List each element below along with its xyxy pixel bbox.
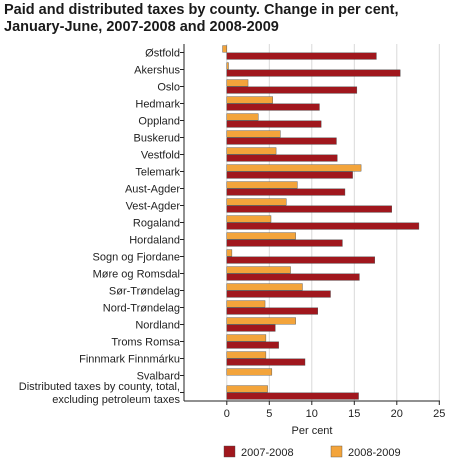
bar-2008-2009-Telemark <box>226 164 362 172</box>
axes <box>180 44 440 405</box>
category-label: Telemark <box>135 167 180 179</box>
legend-label-2008-2009: 2008-2009 <box>348 447 401 459</box>
bar-2007-2008-Oppland <box>226 120 322 128</box>
legend-swatch-2008-2009 <box>330 445 343 458</box>
chart-title-line-2: January-June, 2007-2008 and 2008-2009 <box>4 19 279 35</box>
bars <box>222 45 420 400</box>
x-tick-label: 10 <box>306 408 318 420</box>
bar-2008-2009-Vest-Agder <box>226 198 287 206</box>
category-label-line: excluding petroleum taxes <box>52 394 180 406</box>
legend: 2007-2008 2008-2009 <box>223 445 401 459</box>
bar-2007-2008-Aust-Agder <box>226 188 346 196</box>
bar-2007-2008-Telemark <box>226 171 353 179</box>
bar-2008-2009-Møre og Romsdal <box>226 266 291 274</box>
bar-2007-2008-Oslo <box>226 86 358 94</box>
bar-2008-2009-Finnmark Finnmárku <box>226 351 267 359</box>
bar-2008-2009-Distributed taxes by county, total, excluding petroleum taxes <box>226 385 268 393</box>
category-label: Buskerud <box>134 133 180 145</box>
bar-2007-2008-Distributed taxes by county, total, excluding petroleum taxes <box>226 392 359 400</box>
category-labels: Østfold Akershus Oslo Hedmark Oppland Buskeru… <box>19 48 181 407</box>
bar-2007-2008-Østfold <box>226 52 377 60</box>
bar-2007-2008-Vestfold <box>226 154 338 162</box>
bar-2007-2008-Hordaland <box>226 239 343 247</box>
category-label: Sogn og Fjordane <box>93 252 180 264</box>
category-label: Vestfold <box>141 150 180 162</box>
category-label: Akershus <box>134 65 180 77</box>
bar-2007-2008-Nord-Trøndelag <box>226 307 318 315</box>
category-label: Svalbard <box>137 371 180 383</box>
category-label: Aust-Agder <box>125 184 180 196</box>
category-label: Møre og Romsdal <box>93 269 180 281</box>
bar-2008-2009-Aust-Agder <box>226 181 298 189</box>
bar-2007-2008-Hedmark <box>226 103 320 111</box>
bar-2008-2009-Oppland <box>226 113 259 121</box>
bar-2007-2008-Møre og Romsdal <box>226 273 360 281</box>
bar-2008-2009-Buskerud <box>226 130 281 138</box>
category-label: Sør-Trøndelag <box>109 286 180 298</box>
bar-2008-2009-Hordaland <box>226 232 296 240</box>
x-tick-label: 5 <box>266 408 272 420</box>
category-label: Vest-Agder <box>126 201 181 213</box>
category-label: Rogaland <box>133 218 180 230</box>
category-label: Hordaland <box>129 235 180 247</box>
bar-2008-2009-Troms Romsa <box>226 334 267 342</box>
bar-2007-2008-Troms Romsa <box>226 341 279 349</box>
category-label: Hedmark <box>135 99 180 111</box>
bar-2008-2009-Nordland <box>226 317 296 325</box>
x-tick-label: 25 <box>433 408 445 420</box>
bar-2008-2009-Svalbard <box>226 368 273 376</box>
legend-label-2007-2008: 2007-2008 <box>241 447 294 459</box>
bar-2007-2008-Rogaland <box>226 222 420 230</box>
category-label: Oslo <box>157 82 180 94</box>
bar-2008-2009-Hedmark <box>226 96 273 104</box>
bar-2008-2009-Sør-Trøndelag <box>226 283 303 291</box>
grid-lines <box>226 44 440 401</box>
legend-swatch-2007-2008 <box>223 445 236 458</box>
category-label: Troms Romsa <box>111 337 181 349</box>
bar-2008-2009-Akershus <box>226 62 229 70</box>
x-axis-title: Per cent <box>292 425 333 437</box>
bar-2008-2009-Rogaland <box>226 215 272 223</box>
x-tick-label: 0 <box>224 408 230 420</box>
category-label: Oppland <box>138 116 180 128</box>
bar-2007-2008-Sør-Trøndelag <box>226 290 331 298</box>
bar-2008-2009-Nord-Trøndelag <box>226 300 266 308</box>
chart-title-line-1: Paid and distributed taxes by county. Ch… <box>4 2 399 18</box>
bar-2008-2009-Vestfold <box>226 147 277 155</box>
bar-2007-2008-Finnmark Finnmárku <box>226 358 306 366</box>
bar-2008-2009-Sogn og Fjordane <box>226 249 233 257</box>
chart-title: Paid and distributed taxes by county. Ch… <box>4 2 444 36</box>
category-label-line: Distributed taxes by county, total, <box>19 381 180 393</box>
category-label: Distributed taxes by county, total, exclu… <box>19 381 181 406</box>
bar-2007-2008-Nordland <box>226 324 276 332</box>
bar-2007-2008-Akershus <box>226 69 401 77</box>
bar-2007-2008-Vest-Agder <box>226 205 392 213</box>
x-tick-label: 15 <box>348 408 360 420</box>
x-tick-label: 20 <box>391 408 403 420</box>
category-label: Nordland <box>135 320 180 332</box>
bar-2007-2008-Sogn og Fjordane <box>226 256 375 264</box>
bar-2008-2009-Oslo <box>226 79 249 87</box>
bar-2007-2008-Buskerud <box>226 137 337 145</box>
category-label: Nord-Trøndelag <box>103 303 180 315</box>
category-label: Østfold <box>145 48 180 60</box>
x-tick-labels: 0 5 10 15 20 25 <box>224 408 446 420</box>
category-label: Finnmark Finnmárku <box>79 354 180 366</box>
bar-2008-2009-Østfold <box>222 45 228 53</box>
